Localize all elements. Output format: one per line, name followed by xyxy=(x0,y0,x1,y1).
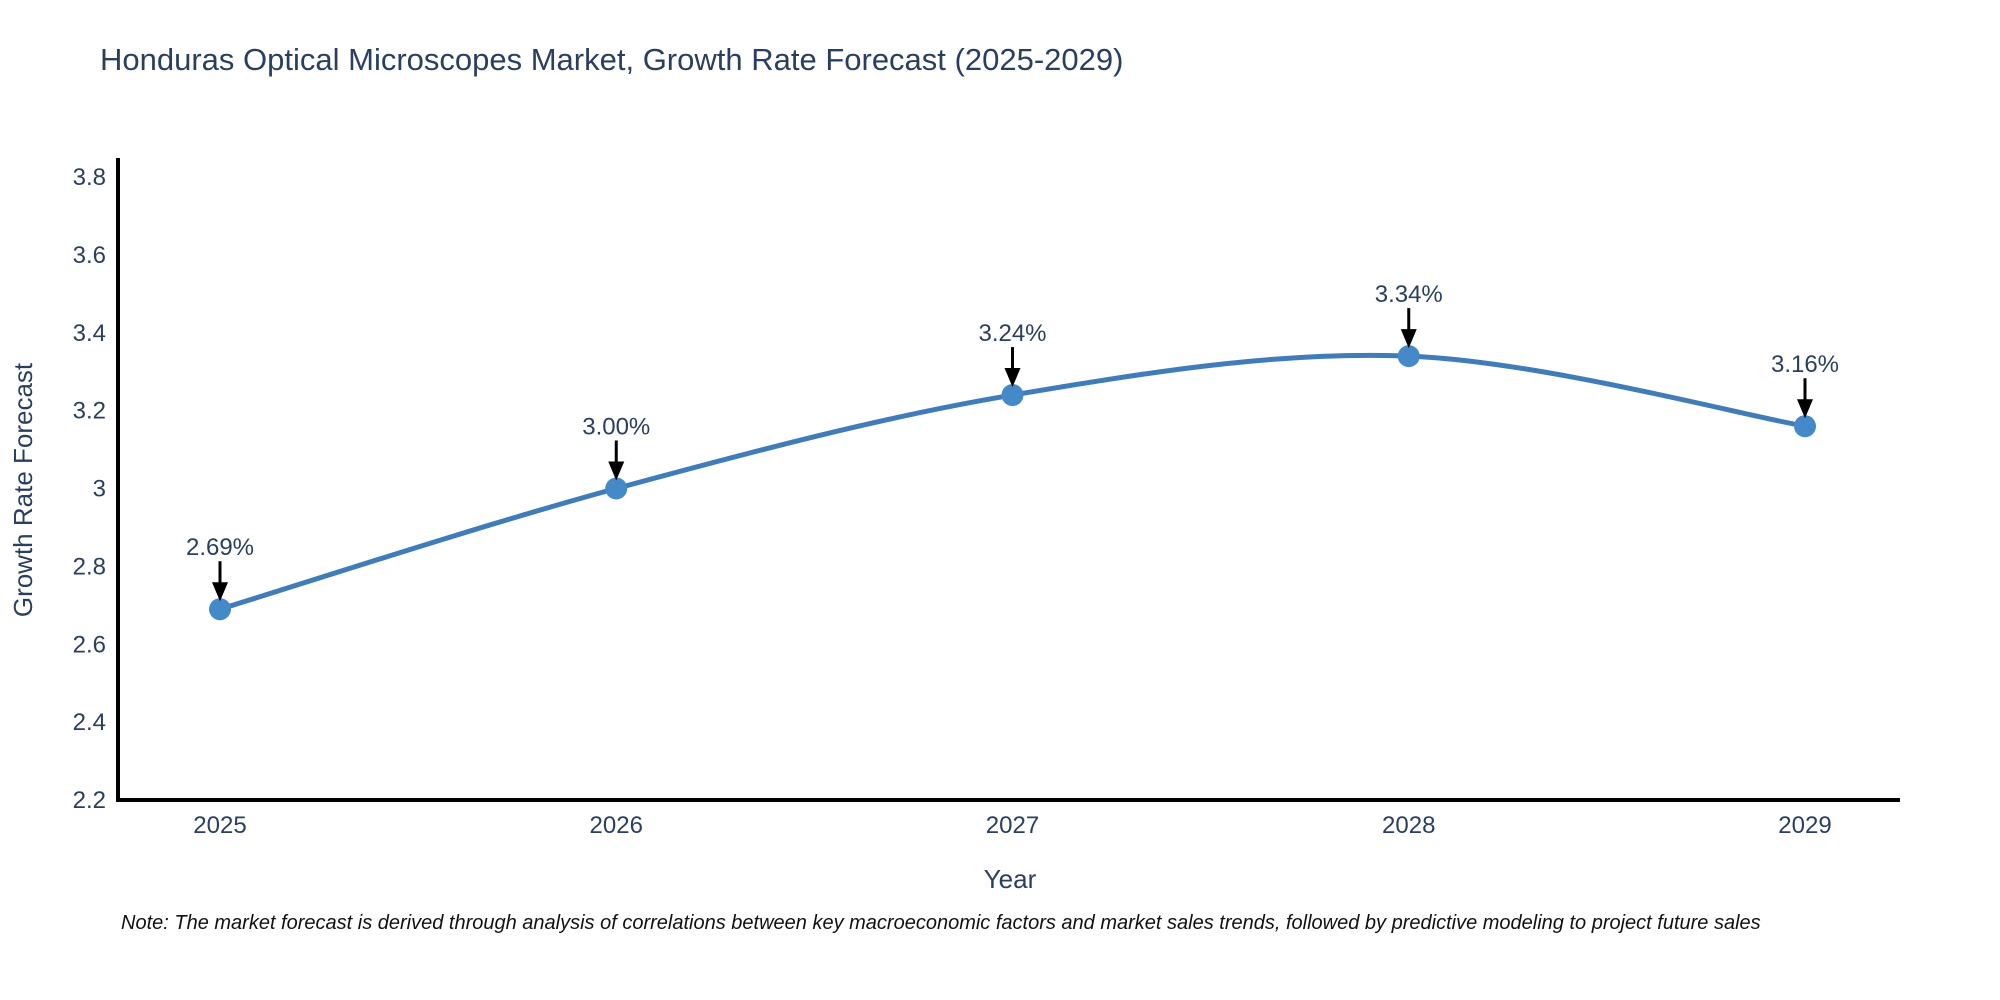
data-point-marker xyxy=(1397,345,1420,368)
footnote: Note: The market forecast is derived thr… xyxy=(121,912,1761,934)
x-tick-label: 2027 xyxy=(986,812,1039,839)
y-tick-label: 2.8 xyxy=(73,553,106,580)
data-point-label: 2.69% xyxy=(186,534,254,561)
y-tick-label: 3.6 xyxy=(73,242,106,269)
x-tick-label: 2026 xyxy=(590,812,643,839)
data-point-label: 3.16% xyxy=(1771,351,1839,378)
y-tick-label: 2.6 xyxy=(73,631,106,658)
chart-title: Honduras Optical Microscopes Market, Gro… xyxy=(100,42,1124,77)
x-tick-label: 2029 xyxy=(1778,812,1831,839)
data-point-label: 3.00% xyxy=(582,414,650,441)
y-tick-label: 3.4 xyxy=(73,320,106,347)
data-point-marker xyxy=(1001,384,1024,407)
y-tick-label: 2.2 xyxy=(73,787,106,814)
annotation-arrow-head xyxy=(1797,399,1813,419)
data-point-label: 3.24% xyxy=(978,320,1046,347)
annotation-arrow-head xyxy=(608,461,625,481)
annotation-arrow-head xyxy=(1004,368,1021,388)
x-axis-title: Year xyxy=(984,864,1037,894)
y-tick-label: 2.4 xyxy=(73,709,106,736)
y-tick-label: 3.2 xyxy=(73,398,106,425)
data-point-marker xyxy=(209,598,231,621)
data-point-label: 3.34% xyxy=(1375,281,1443,308)
annotation-arrow-head xyxy=(212,582,228,602)
data-point-marker xyxy=(1794,415,1816,438)
data-point-marker xyxy=(605,477,628,500)
annotation-arrow-head xyxy=(1400,329,1417,349)
plot-area: 2.2 2.4 2.6 2.8 3 3.2 3.4 3.6 3.8 2025 2026 2027 202… xyxy=(73,158,1900,839)
x-tick-label: 2028 xyxy=(1382,812,1435,839)
y-tick-label: 3 xyxy=(93,476,106,503)
y-axis-title: Growth Rate Forecast xyxy=(8,362,38,617)
x-tick-label: 2025 xyxy=(193,812,246,839)
y-tick-label: 3.8 xyxy=(73,164,106,191)
